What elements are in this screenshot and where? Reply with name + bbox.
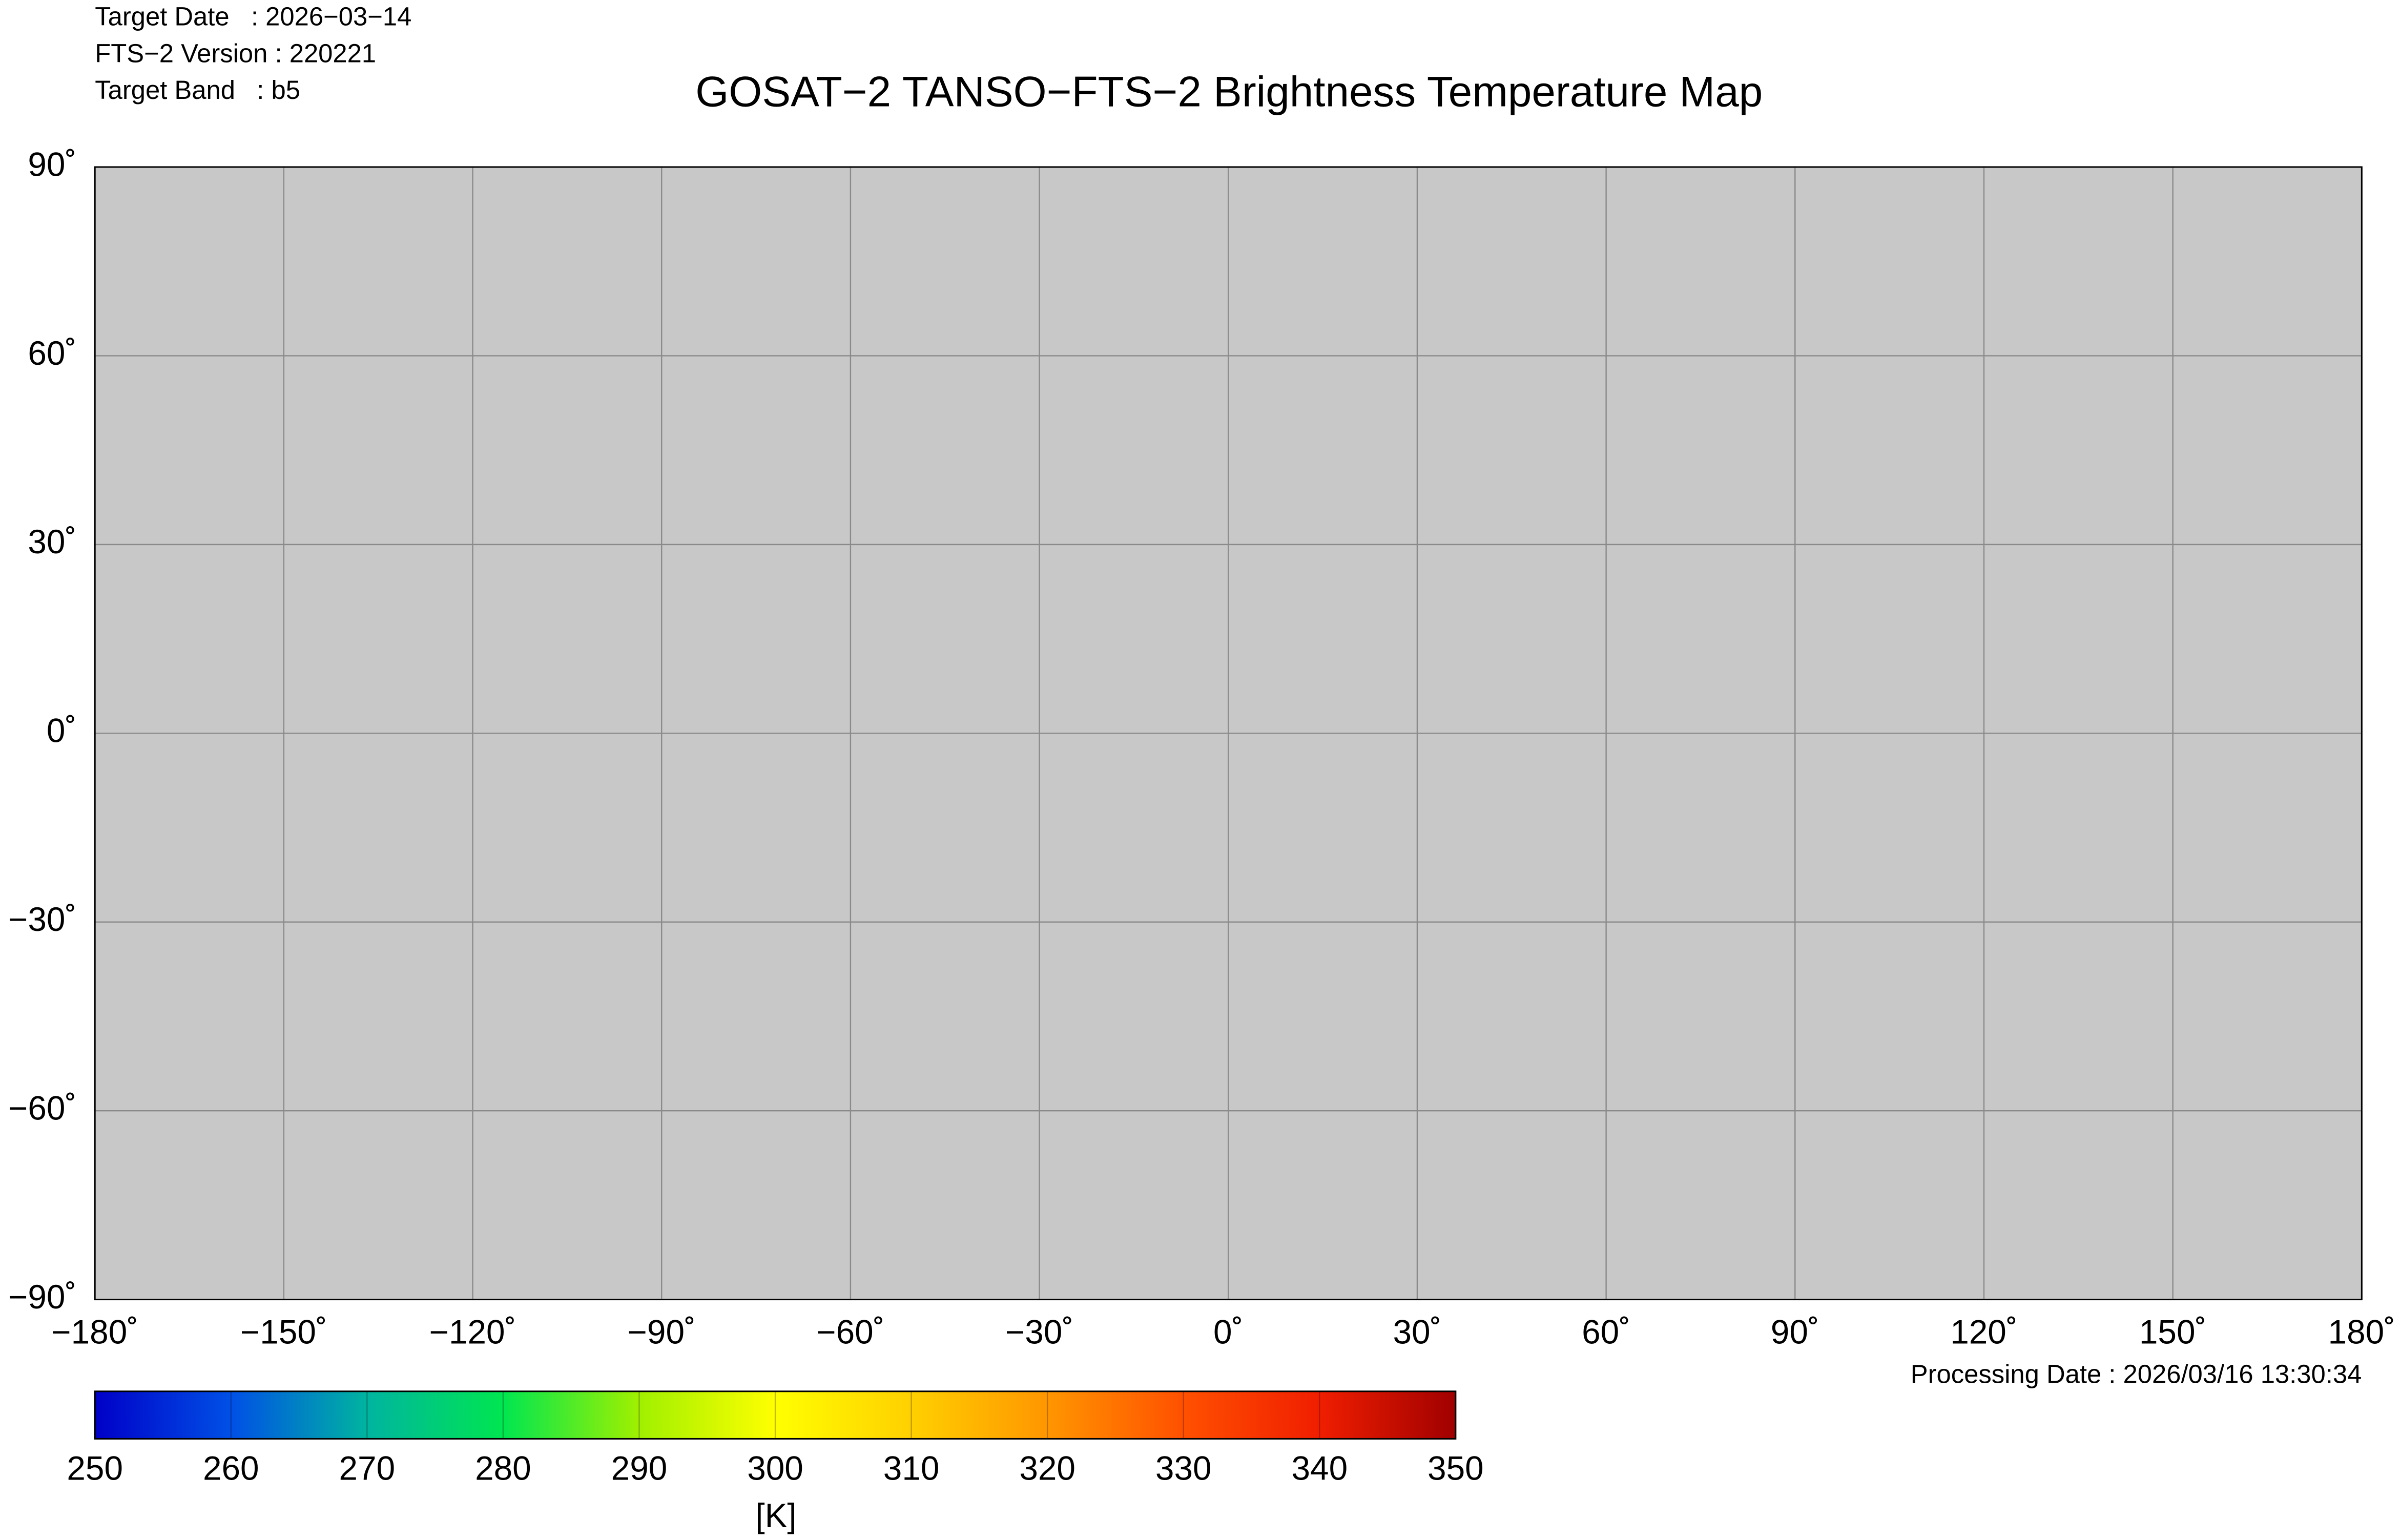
x-tick-label: −180˚ xyxy=(51,1314,138,1351)
x-tick-label: 0˚ xyxy=(1213,1314,1243,1351)
x-tick-label: 150˚ xyxy=(2139,1314,2207,1351)
x-tick-label: 90˚ xyxy=(1771,1314,1819,1351)
colorbar-unit: [K] xyxy=(755,1497,796,1534)
colorbar-tick-label: 260 xyxy=(203,1450,259,1487)
x-tick-label: −120˚ xyxy=(429,1314,516,1351)
x-tick-label: 180˚ xyxy=(2328,1314,2396,1351)
y-tick-label: 90˚ xyxy=(28,145,76,183)
colorbar-tick-label: 300 xyxy=(747,1450,803,1487)
y-tick-label: −30˚ xyxy=(8,901,76,938)
colorbar-tick-label: 330 xyxy=(1155,1450,1212,1487)
colorbar xyxy=(94,1390,1457,1440)
colorbar-tick-label: 350 xyxy=(1427,1450,1484,1487)
colorbar-tick-label: 310 xyxy=(883,1450,940,1487)
x-tick-label: −150˚ xyxy=(240,1314,327,1351)
colorbar-tick-label: 340 xyxy=(1291,1450,1348,1487)
x-tick-label: −60˚ xyxy=(816,1314,884,1351)
x-tick-label: 120˚ xyxy=(1950,1314,2018,1351)
colorbar-tick-label: 320 xyxy=(1019,1450,1075,1487)
colorbar-tick-label: 290 xyxy=(611,1450,668,1487)
map-frame xyxy=(94,166,2363,1301)
x-tick-label: 30˚ xyxy=(1393,1314,1441,1351)
y-tick-label: −60˚ xyxy=(8,1090,76,1127)
y-tick-label: 0˚ xyxy=(47,712,76,750)
chart-title: GOSAT−2 TANSO−FTS−2 Brightness Temperatu… xyxy=(695,68,1763,116)
colorbar-tick-label: 280 xyxy=(475,1450,531,1487)
x-tick-label: −90˚ xyxy=(628,1314,696,1351)
x-tick-label: 60˚ xyxy=(1582,1314,1630,1351)
y-tick-label: 60˚ xyxy=(28,335,76,372)
colorbar-tick-label: 270 xyxy=(339,1450,396,1487)
header-line: Target Date : 2026−03−14 xyxy=(95,2,411,31)
header-line: Target Band : b5 xyxy=(95,75,300,105)
x-tick-label: −30˚ xyxy=(1005,1314,1073,1351)
y-tick-label: 30˚ xyxy=(28,523,76,560)
processing-date: Processing Date : 2026/03/16 13:30:34 xyxy=(1911,1359,2362,1388)
y-tick-label: −90˚ xyxy=(8,1278,76,1316)
header-line: FTS−2 Version : 220221 xyxy=(95,38,376,68)
colorbar-tick-label: 250 xyxy=(67,1450,123,1487)
